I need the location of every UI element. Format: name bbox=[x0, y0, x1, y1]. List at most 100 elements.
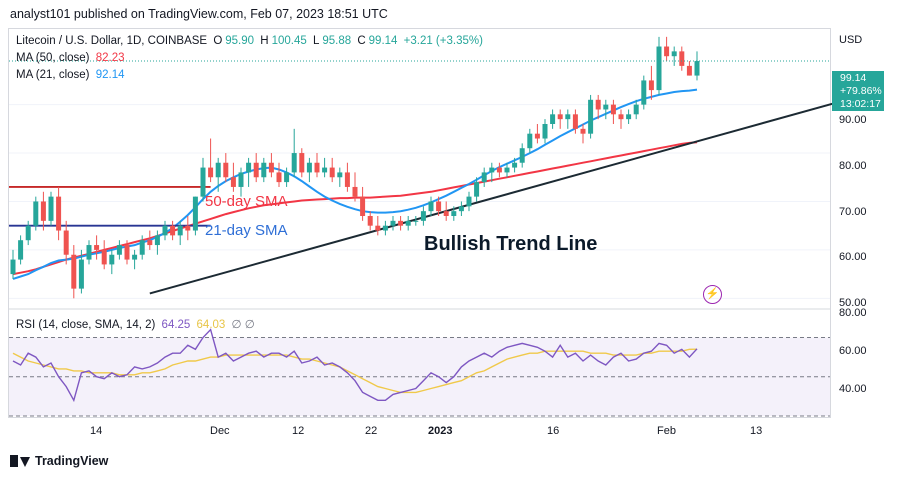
candle-body bbox=[154, 235, 160, 246]
candle bbox=[147, 230, 153, 250]
candle-body bbox=[443, 211, 449, 216]
candle bbox=[360, 186, 366, 221]
candle-body bbox=[489, 167, 495, 173]
candle bbox=[215, 157, 221, 192]
legend-ohlc: Litecoin / U.S. Dollar, 1D, COINBASE O 95… bbox=[16, 35, 486, 47]
candle bbox=[375, 216, 381, 236]
candle bbox=[10, 249, 16, 279]
candle bbox=[78, 249, 84, 294]
candle-body bbox=[101, 249, 107, 265]
candle bbox=[48, 191, 54, 226]
price-tick: 90.00 bbox=[839, 114, 867, 126]
candle bbox=[253, 153, 259, 183]
time-tick: 2023 bbox=[428, 425, 453, 437]
legend-rsi-flags: ∅ ∅ bbox=[231, 319, 255, 331]
candle bbox=[656, 36, 662, 95]
candle-body bbox=[504, 167, 510, 173]
candle-body bbox=[268, 162, 274, 173]
candle-body bbox=[626, 114, 632, 120]
candle bbox=[291, 128, 297, 178]
candle-body bbox=[40, 201, 46, 221]
footer-brand[interactable]: TradingView bbox=[10, 454, 108, 468]
candle-body bbox=[398, 220, 404, 226]
candle-body bbox=[664, 46, 670, 57]
candle-body bbox=[223, 162, 229, 178]
candle bbox=[405, 216, 411, 231]
candle bbox=[443, 201, 449, 221]
candle bbox=[284, 167, 290, 187]
legend-rsi-label: RSI (14, close, SMA, 14, 2) bbox=[16, 319, 156, 331]
candle bbox=[557, 109, 563, 129]
candle bbox=[390, 216, 396, 231]
candle-body bbox=[306, 162, 312, 173]
candle-body bbox=[603, 104, 609, 110]
candle-body bbox=[139, 240, 145, 255]
candle bbox=[671, 46, 677, 66]
candle bbox=[18, 235, 24, 265]
candle bbox=[474, 177, 480, 202]
last-price-badge: 99.14 +79.86% 13:02:17 bbox=[832, 71, 884, 111]
candle-body bbox=[284, 172, 290, 183]
candle-body bbox=[550, 114, 556, 124]
legend-open-value: 95.90 bbox=[225, 35, 255, 47]
legend-rsi: RSI (14, close, SMA, 14, 2) 64.25 64.03 … bbox=[16, 317, 258, 331]
candle bbox=[436, 196, 442, 216]
candle-body bbox=[580, 128, 586, 134]
candle bbox=[299, 148, 305, 178]
candle bbox=[40, 191, 46, 231]
candle bbox=[512, 157, 518, 173]
candles bbox=[9, 36, 830, 299]
candle bbox=[25, 220, 31, 246]
time-tick: 14 bbox=[90, 425, 103, 437]
candle-body bbox=[390, 220, 396, 226]
legend-symbol: Litecoin / U.S. Dollar, 1D, COINBASE bbox=[16, 35, 208, 47]
annotation-bullish-trend-line: Bullish Trend Line bbox=[424, 233, 598, 255]
rsi-background bbox=[9, 336, 830, 417]
candle-body bbox=[86, 245, 92, 260]
legend-ma21: MA (21, close) 92.14 bbox=[16, 69, 127, 81]
candle-body bbox=[474, 182, 480, 197]
price-tick: 60.00 bbox=[839, 251, 867, 263]
candle bbox=[314, 153, 320, 178]
candle-body bbox=[322, 167, 328, 173]
legend-change: +3.21 (+3.35%) bbox=[403, 35, 483, 47]
candle bbox=[208, 138, 214, 183]
candle bbox=[192, 196, 198, 236]
candle bbox=[588, 94, 594, 139]
candle-body bbox=[25, 225, 31, 241]
candle bbox=[428, 196, 434, 216]
candle-body bbox=[512, 162, 518, 168]
candle-body bbox=[329, 167, 335, 178]
candle bbox=[633, 99, 639, 120]
candle-body bbox=[367, 216, 373, 226]
badge-price: 99.14 bbox=[840, 72, 867, 84]
candle-body bbox=[124, 245, 130, 260]
candle bbox=[679, 46, 685, 71]
candle bbox=[648, 65, 654, 100]
candle-body bbox=[352, 186, 358, 197]
candle bbox=[664, 36, 670, 62]
legend-high-value: 100.45 bbox=[271, 35, 307, 47]
currency-label[interactable]: USD bbox=[839, 34, 863, 46]
candle bbox=[63, 220, 69, 265]
candle-body bbox=[344, 172, 350, 187]
legend-ma50-label: MA (50, close) bbox=[16, 52, 90, 64]
candle-body bbox=[71, 254, 77, 289]
candle-body bbox=[565, 114, 571, 120]
candle-body bbox=[18, 240, 24, 260]
candle bbox=[610, 99, 616, 124]
candle bbox=[595, 94, 601, 120]
candle-body bbox=[109, 254, 115, 265]
candle bbox=[603, 99, 609, 120]
candle bbox=[694, 51, 700, 81]
lightning-icon[interactable]: ⚡ bbox=[703, 285, 722, 304]
price-tick: 80.00 bbox=[839, 160, 867, 172]
candle-body bbox=[436, 201, 442, 212]
candle bbox=[641, 75, 647, 110]
price-tick: 70.00 bbox=[839, 206, 867, 218]
candle bbox=[230, 162, 236, 192]
candle-body bbox=[116, 245, 122, 255]
candle-body bbox=[671, 51, 677, 57]
candle bbox=[367, 211, 373, 231]
